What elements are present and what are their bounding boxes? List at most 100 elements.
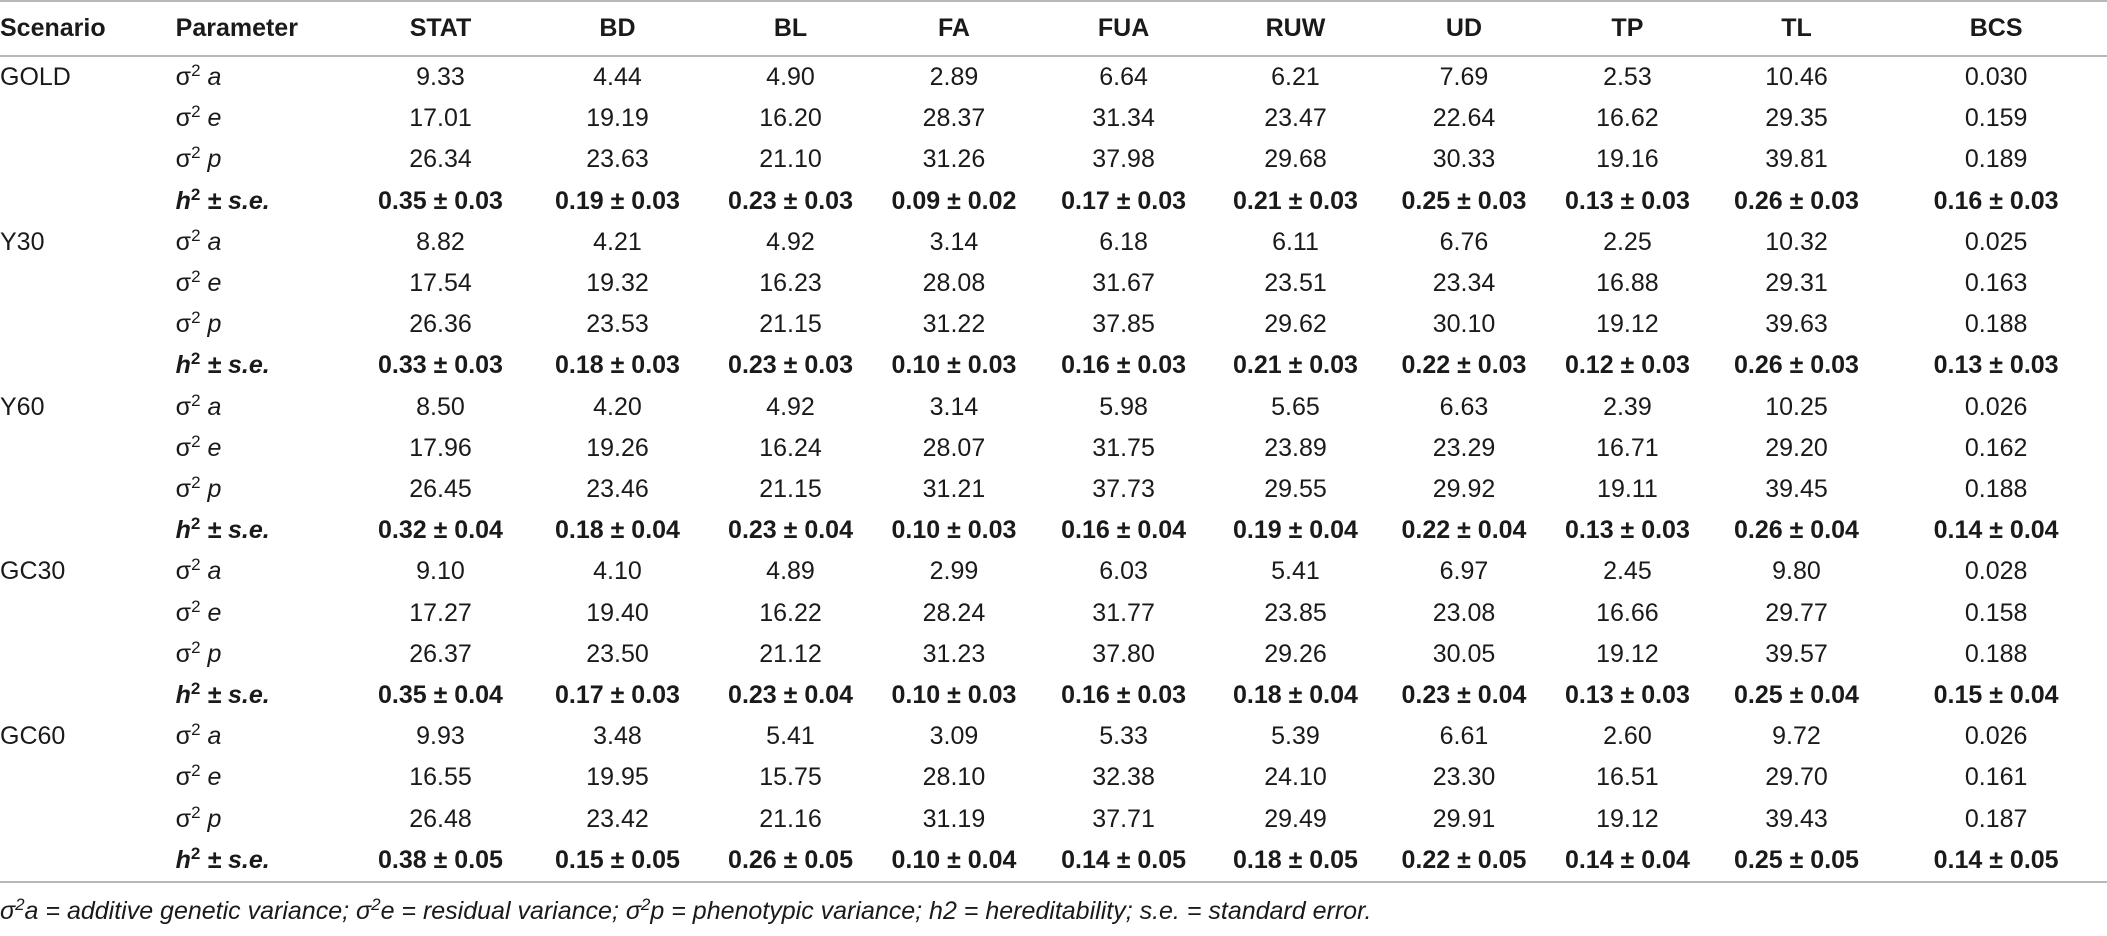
value-cell-ud: 30.05 bbox=[1432, 639, 1496, 668]
value-cell-tp: 16.62 bbox=[1596, 104, 1659, 133]
value-cell-fua: 0.16 ± 0.03 bbox=[1061, 681, 1187, 710]
value-cell-fua: 31.67 bbox=[1092, 269, 1155, 298]
value-cell-ud: 23.34 bbox=[1432, 269, 1496, 298]
parameter-cell: h2 ± s.e. bbox=[175, 349, 270, 380]
parameter-cell: σ2 e bbox=[175, 761, 222, 792]
value-cell-fa: 28.37 bbox=[922, 104, 986, 133]
value-cell-ud: 23.29 bbox=[1432, 433, 1496, 462]
value-cell-bl: 21.12 bbox=[759, 639, 822, 668]
value-cell-tl: 29.31 bbox=[1765, 269, 1828, 298]
value-cell-bd: 23.63 bbox=[586, 145, 649, 174]
scenario-cell bbox=[0, 98, 170, 139]
value-cell-fa: 2.89 bbox=[929, 63, 979, 91]
value-cell-bl: 21.15 bbox=[759, 310, 822, 339]
value-cell-bl: 5.41 bbox=[766, 722, 815, 751]
value-cell-tp: 16.51 bbox=[1596, 763, 1659, 792]
value-cell-bd: 4.20 bbox=[593, 392, 642, 421]
column-header-stat: STAT bbox=[356, 0, 525, 57]
value-cell-tl: 29.35 bbox=[1765, 104, 1828, 133]
column-header-ud: UD bbox=[1380, 0, 1548, 57]
value-cell-stat: 0.35 ± 0.04 bbox=[378, 681, 503, 710]
value-cell-tl: 0.26 ± 0.03 bbox=[1734, 186, 1859, 215]
value-cell-bd: 0.19 ± 0.03 bbox=[555, 186, 680, 215]
value-cell-ruw: 0.19 ± 0.04 bbox=[1233, 516, 1358, 545]
scenario-cell bbox=[0, 839, 170, 884]
value-cell-ruw: 23.85 bbox=[1264, 598, 1327, 627]
value-cell-fa: 0.10 ± 0.03 bbox=[891, 351, 1017, 380]
value-cell-tp: 2.53 bbox=[1603, 63, 1652, 91]
footnote-sigma-a-symbol: σ2 bbox=[0, 895, 25, 925]
value-cell-bcs: 0.15 ± 0.04 bbox=[1933, 681, 2059, 710]
value-cell-ud: 23.30 bbox=[1432, 763, 1496, 792]
value-cell-tp: 0.13 ± 0.03 bbox=[1564, 516, 1690, 545]
parameter-cell: σ2 e bbox=[175, 596, 222, 627]
column-header-fua: FUA bbox=[1037, 0, 1211, 57]
value-cell-tl: 39.81 bbox=[1765, 145, 1828, 174]
parameter-cell: σ2 p bbox=[175, 308, 222, 339]
value-cell-tl: 10.25 bbox=[1765, 392, 1828, 421]
column-header-ruw: RUW bbox=[1210, 0, 1381, 57]
value-cell-ud: 6.76 bbox=[1439, 227, 1489, 256]
parameter-cell: h2 ± s.e. bbox=[175, 679, 270, 710]
parameter-cell: σ2 a bbox=[175, 555, 222, 586]
value-cell-ud: 0.22 ± 0.03 bbox=[1401, 351, 1527, 380]
scenario-cell: Y60 bbox=[0, 392, 45, 421]
value-cell-tl: 39.43 bbox=[1765, 804, 1828, 833]
value-cell-bd: 23.53 bbox=[586, 310, 649, 339]
value-cell-fa: 0.10 ± 0.03 bbox=[891, 681, 1017, 710]
value-cell-ruw: 23.89 bbox=[1264, 433, 1327, 462]
value-cell-ruw: 0.18 ± 0.05 bbox=[1210, 839, 1381, 884]
value-cell-tl: 29.70 bbox=[1765, 763, 1828, 792]
scenario-cell bbox=[0, 139, 170, 180]
value-cell-fua: 37.80 bbox=[1092, 639, 1155, 668]
parameter-cell: σ2 a bbox=[175, 225, 222, 256]
value-cell-stat: 26.48 bbox=[409, 804, 472, 833]
scenario-cell bbox=[0, 757, 170, 798]
value-cell-stat: 17.01 bbox=[409, 104, 472, 133]
footnote-part-1: a = additive genetic variance; bbox=[24, 897, 357, 925]
table-row: σ2 p 26.48 23.42 21.16 31.19 37.71 29.49 29.91 1… bbox=[0, 799, 2107, 840]
value-cell-tl: 0.25 ± 0.04 bbox=[1734, 681, 1859, 710]
value-cell-bcs: 0.188 bbox=[1964, 310, 2028, 339]
value-cell-bcs: 0.026 bbox=[1964, 722, 2028, 751]
table-row: σ2 p 26.34 23.63 21.10 31.26 37.98 29.68 30.33 1… bbox=[0, 139, 2107, 180]
value-cell-bl: 0.23 ± 0.04 bbox=[728, 516, 853, 545]
value-cell-fua: 32.38 bbox=[1092, 763, 1155, 792]
value-cell-fua: 37.85 bbox=[1092, 310, 1155, 339]
parameter-cell: h2 ± s.e. bbox=[169, 839, 357, 884]
value-cell-fa: 28.08 bbox=[922, 269, 986, 298]
value-cell-bcs: 0.188 bbox=[1964, 475, 2028, 504]
value-cell-fua: 0.17 ± 0.03 bbox=[1061, 186, 1187, 215]
value-cell-fua: 6.18 bbox=[1099, 227, 1148, 256]
value-cell-bcs: 0.14 ± 0.04 bbox=[1933, 516, 2059, 545]
value-cell-fua: 31.34 bbox=[1092, 104, 1155, 133]
table-row: GC60 σ2 a 9.93 3.48 5.41 3.09 5.33 5.39 6.61 2.60… bbox=[0, 716, 2107, 757]
value-cell-bl: 4.90 bbox=[766, 63, 815, 91]
parameter-cell: σ2 e bbox=[175, 267, 222, 298]
table-row: h2 ± s.e. 0.33 ± 0.03 0.18 ± 0.03 0.23 ± 0.… bbox=[0, 345, 2107, 386]
value-cell-bd: 23.46 bbox=[586, 475, 649, 504]
scenario-cell bbox=[0, 345, 170, 386]
value-cell-tl: 39.57 bbox=[1765, 639, 1828, 668]
value-cell-stat: 17.27 bbox=[409, 598, 472, 627]
value-cell-bl: 16.23 bbox=[759, 269, 822, 298]
value-cell-stat: 9.33 bbox=[416, 63, 465, 91]
value-cell-bd: 19.26 bbox=[586, 433, 649, 462]
parameter-cell: σ2 p bbox=[175, 143, 222, 174]
value-cell-bd: 4.21 bbox=[593, 227, 642, 256]
table-row: σ2 p 26.37 23.50 21.12 31.23 37.80 29.26 30.05 1… bbox=[0, 634, 2107, 675]
value-cell-ruw: 6.21 bbox=[1271, 63, 1320, 91]
value-cell-bd: 3.48 bbox=[593, 722, 642, 751]
value-cell-bl: 21.10 bbox=[759, 145, 822, 174]
value-cell-stat: 26.37 bbox=[409, 639, 472, 668]
table-row: h2 ± s.e. 0.35 ± 0.03 0.19 ± 0.03 0.23 ± 0.… bbox=[0, 181, 2107, 222]
value-cell-stat: 26.36 bbox=[409, 310, 472, 339]
value-cell-stat: 9.93 bbox=[416, 722, 465, 751]
value-cell-stat: 8.82 bbox=[416, 227, 465, 256]
value-cell-tp: 16.66 bbox=[1596, 598, 1659, 627]
value-cell-fa: 3.09 bbox=[929, 722, 979, 751]
column-header-scenario: Scenario bbox=[0, 0, 170, 57]
value-cell-tp: 0.13 ± 0.03 bbox=[1564, 186, 1690, 215]
value-cell-fa: 0.09 ± 0.02 bbox=[891, 186, 1017, 215]
value-cell-ruw: 29.55 bbox=[1264, 475, 1327, 504]
